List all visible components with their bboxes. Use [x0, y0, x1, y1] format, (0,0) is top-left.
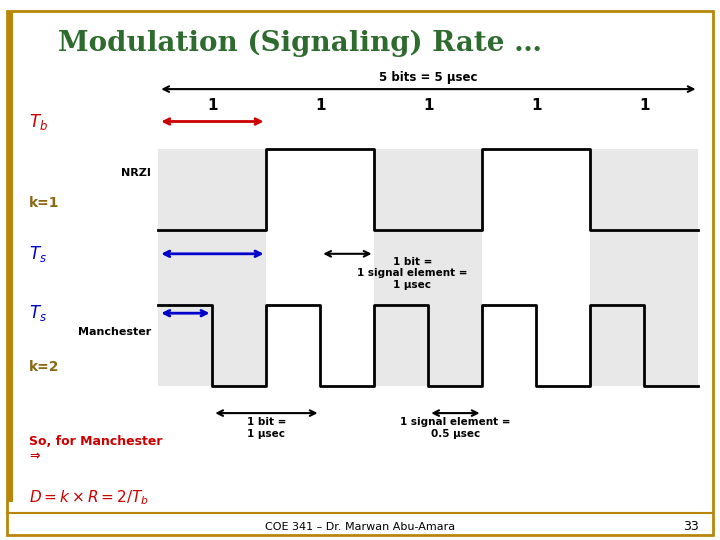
- Text: $T_s$: $T_s$: [29, 303, 47, 323]
- Text: k=2: k=2: [29, 360, 59, 374]
- Bar: [374, 148, 482, 386]
- Text: NRZI: NRZI: [122, 168, 151, 178]
- Bar: [590, 148, 698, 386]
- Text: 1: 1: [315, 98, 325, 113]
- Text: $T_s$: $T_s$: [29, 244, 47, 264]
- Text: 1 bit =
1 μsec: 1 bit = 1 μsec: [247, 417, 286, 439]
- Text: 1: 1: [639, 98, 649, 113]
- Text: So, for Manchester
⇒: So, for Manchester ⇒: [29, 435, 162, 463]
- Text: 1 signal element =
0.5 μsec: 1 signal element = 0.5 μsec: [400, 417, 510, 439]
- Text: 33: 33: [683, 520, 698, 533]
- Text: Manchester: Manchester: [78, 327, 151, 337]
- Text: COE 341 – Dr. Marwan Abu-Amara: COE 341 – Dr. Marwan Abu-Amara: [265, 522, 455, 531]
- Text: Modulation (Signaling) Rate …: Modulation (Signaling) Rate …: [58, 30, 541, 57]
- Text: 1: 1: [423, 98, 433, 113]
- Text: 1 bit =
1 signal element =
1 μsec: 1 bit = 1 signal element = 1 μsec: [357, 256, 467, 289]
- Text: 1: 1: [531, 98, 541, 113]
- Text: 1: 1: [207, 98, 217, 113]
- Bar: [158, 148, 266, 386]
- Text: $D= k\times R = 2/T_b$: $D= k\times R = 2/T_b$: [29, 489, 148, 508]
- Text: k=1: k=1: [29, 195, 59, 210]
- Text: $T_b$: $T_b$: [29, 111, 48, 132]
- Text: 5 bits = 5 μsec: 5 bits = 5 μsec: [379, 71, 477, 84]
